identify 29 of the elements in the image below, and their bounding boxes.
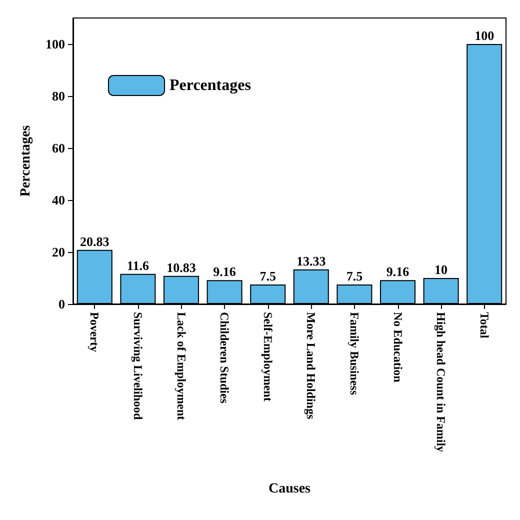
x-tick-label: Family Business xyxy=(347,312,362,396)
data-label: 11.6 xyxy=(126,258,150,273)
x-tick-label: More Land Holdings xyxy=(304,312,318,420)
y-axis-title: Percentages xyxy=(18,124,34,197)
data-label: 7.5 xyxy=(260,268,276,284)
x-tick-label: Self-Employment xyxy=(260,312,275,402)
y-tick-label: 20 xyxy=(52,244,65,260)
y-tick-label: 60 xyxy=(52,140,65,156)
data-label: 10 xyxy=(434,262,448,277)
data-label: 7.5 xyxy=(346,268,364,284)
y-tick-label: 40 xyxy=(52,192,65,208)
y-tick-label: 0 xyxy=(58,296,65,312)
data-label: 10.83 xyxy=(166,260,196,275)
x-tick-label: Childeren Studies xyxy=(218,312,232,404)
legend-label: Percentages xyxy=(170,77,251,94)
x-axis-title: Causes xyxy=(268,482,312,496)
y-tick-label: 100 xyxy=(46,36,65,52)
data-label: 9.16 xyxy=(386,264,410,280)
data-label: 100 xyxy=(474,28,494,43)
x-tick-label: Total xyxy=(477,312,492,339)
x-tick-label: Surviving Livelihood xyxy=(130,312,145,420)
y-tick-label: 80 xyxy=(52,88,65,104)
data-label: 13.33 xyxy=(296,253,326,268)
x-tick-label: Poverty xyxy=(88,312,102,352)
data-label: 20.83 xyxy=(80,234,110,249)
x-tick-label: No Education xyxy=(390,312,405,383)
x-tick-label: Lack of Employment xyxy=(174,312,188,420)
x-tick-label: High head Count in Family xyxy=(434,312,448,452)
data-label: 9.16 xyxy=(213,264,236,280)
